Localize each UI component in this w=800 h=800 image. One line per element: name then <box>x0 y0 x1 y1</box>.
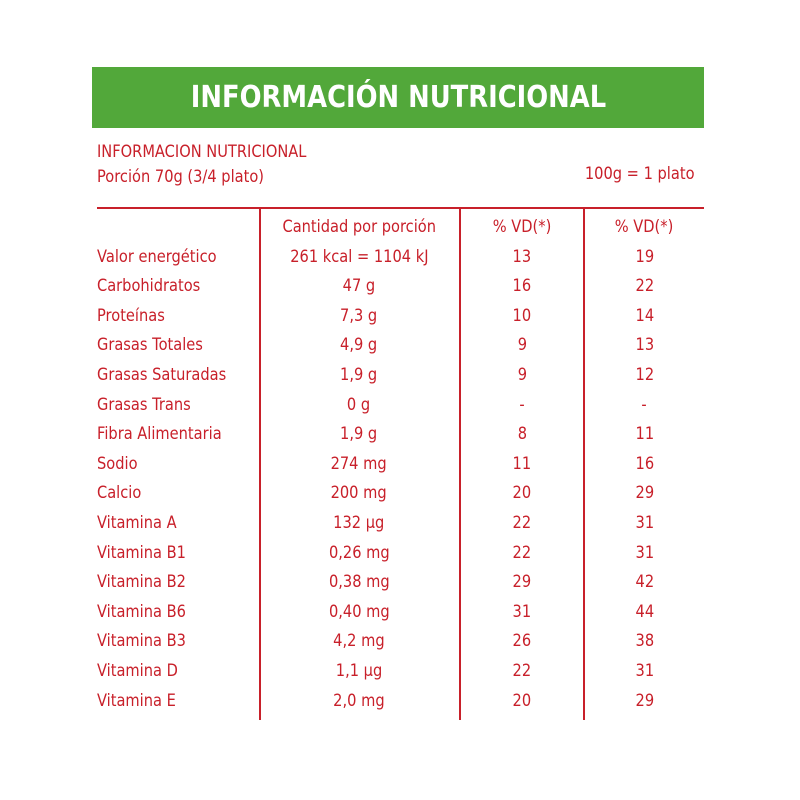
table-row: Fibra Alimentaria 1,9 g 8 11 <box>97 420 704 450</box>
column-header-qty: Cantidad por porción <box>282 217 436 237</box>
nutrient-quantity: 1,9 g <box>340 424 378 445</box>
nutrient-name: Fibra Alimentaria <box>97 424 222 445</box>
nutrient-vd-portion: 13 <box>512 246 532 267</box>
nutrient-quantity: 0,40 mg <box>328 601 390 622</box>
nutrient-quantity: 200 mg <box>330 483 388 504</box>
banner-title: INFORMACIÓN NUTRICIONAL <box>190 80 606 115</box>
nutrient-name: Calcio <box>97 483 142 504</box>
nutrient-vd-portion: 9 <box>517 335 527 356</box>
nutrient-name: Vitamina B3 <box>97 631 186 652</box>
table-row: Valor energético 261 kcal = 1104 kJ 13 19 <box>97 243 704 273</box>
nutrient-vd-portion: 22 <box>512 542 532 563</box>
nutrient-vd-portion: 11 <box>512 453 532 474</box>
nutrient-vd-portion: 29 <box>512 572 532 593</box>
nutrient-name: Vitamina B6 <box>97 601 186 622</box>
nutrient-vd-100g: 29 <box>635 690 654 711</box>
table-row: Vitamina B3 4,2 mg 26 38 <box>97 627 704 657</box>
table-header-row: Cantidad por porción % VD(*) % VD(*) <box>97 213 704 243</box>
nutrient-vd-portion: 26 <box>512 631 532 652</box>
table-row: Proteínas 7,3 g 10 14 <box>97 302 704 332</box>
nutrient-vd-100g: 42 <box>635 572 654 593</box>
nutrient-vd-portion: - <box>519 394 525 415</box>
nutrient-quantity: 0,38 mg <box>328 572 390 593</box>
nutrient-name: Valor energético <box>97 246 217 267</box>
nutrient-vd-portion: 31 <box>512 601 532 622</box>
title-banner: INFORMACIÓN NUTRICIONAL <box>92 67 704 128</box>
nutrient-quantity: 1,1 µg <box>335 660 383 681</box>
table-row: Vitamina E 2,0 mg 20 29 <box>97 687 704 717</box>
nutrient-vd-100g: 16 <box>635 453 654 474</box>
nutrient-name: Vitamina B2 <box>97 572 186 593</box>
nutrient-name: Grasas Totales <box>97 335 203 356</box>
nutrient-quantity: 4,2 mg <box>333 631 385 652</box>
nutrient-vd-100g: 11 <box>635 424 654 445</box>
nutrition-table: Cantidad por porción % VD(*) % VD(*) Val… <box>97 213 704 716</box>
table-row: Vitamina B1 0,26 mg 22 31 <box>97 539 704 569</box>
column-divider-1 <box>259 209 261 720</box>
nutrient-quantity: 132 µg <box>333 512 385 533</box>
column-header-vd1: % VD(*) <box>492 217 552 237</box>
header-serving: Porción 70g (3/4 plato) <box>97 167 264 187</box>
nutrient-name: Vitamina A <box>97 512 177 533</box>
column-divider-2 <box>459 209 461 720</box>
nutrient-vd-100g: 19 <box>635 246 654 267</box>
nutrient-name: Grasas Trans <box>97 394 191 415</box>
nutrient-quantity: 47 g <box>342 276 376 297</box>
nutrient-vd-100g: 12 <box>635 364 654 385</box>
nutrient-vd-portion: 9 <box>517 364 527 385</box>
nutrient-vd-100g: 31 <box>635 542 654 563</box>
nutrient-vd-portion: 8 <box>517 424 527 445</box>
table-row: Vitamina B6 0,40 mg 31 44 <box>97 598 704 628</box>
nutrient-vd-portion: 20 <box>512 690 532 711</box>
nutrient-vd-portion: 22 <box>512 660 532 681</box>
header-reference: 100g = 1 plato <box>585 164 695 184</box>
column-divider-3 <box>583 209 585 720</box>
nutrient-quantity: 2,0 mg <box>333 690 385 711</box>
nutrient-vd-100g: 29 <box>635 483 654 504</box>
nutrient-name: Vitamina B1 <box>97 542 186 563</box>
nutrient-quantity: 4,9 g <box>340 335 378 356</box>
nutrient-vd-portion: 16 <box>512 276 532 297</box>
nutrient-name: Vitamina E <box>97 690 176 711</box>
nutrient-quantity: 261 kcal = 1104 kJ <box>289 246 429 267</box>
nutrient-name: Grasas Saturadas <box>97 364 227 385</box>
nutrient-name: Sodio <box>97 453 138 474</box>
table-row: Calcio 200 mg 20 29 <box>97 479 704 509</box>
nutrient-quantity: 1,9 g <box>340 364 378 385</box>
nutrient-name: Vitamina D <box>97 660 178 681</box>
header-title: INFORMACION NUTRICIONAL <box>97 142 307 162</box>
table-row: Vitamina D 1,1 µg 22 31 <box>97 657 704 687</box>
nutrient-vd-100g: 22 <box>635 276 654 297</box>
nutrient-vd-100g: 31 <box>635 660 654 681</box>
nutrient-vd-100g: 38 <box>635 631 654 652</box>
nutrient-vd-100g: - <box>641 394 648 415</box>
nutrient-vd-portion: 22 <box>512 512 532 533</box>
table-row: Vitamina B2 0,38 mg 29 42 <box>97 568 704 598</box>
nutrient-name: Carbohidratos <box>97 276 201 297</box>
nutrient-quantity: 0 g <box>347 394 371 415</box>
table-row: Vitamina A 132 µg 22 31 <box>97 509 704 539</box>
column-header-vd2: % VD(*) <box>615 217 674 237</box>
nutrient-vd-portion: 10 <box>512 305 532 326</box>
nutrient-name: Proteínas <box>97 305 165 326</box>
table-row: Grasas Trans 0 g - - <box>97 391 704 421</box>
table-row: Sodio 274 mg 11 16 <box>97 450 704 480</box>
nutrient-vd-100g: 31 <box>635 512 654 533</box>
header-rule <box>97 207 704 209</box>
nutrient-quantity: 274 mg <box>330 453 388 474</box>
table-row: Grasas Saturadas 1,9 g 9 12 <box>97 361 704 391</box>
nutrient-vd-portion: 20 <box>512 483 532 504</box>
table-row: Grasas Totales 4,9 g 9 13 <box>97 331 704 361</box>
nutrient-vd-100g: 44 <box>635 601 654 622</box>
nutrient-vd-100g: 14 <box>635 305 654 326</box>
nutrient-quantity: 0,26 mg <box>328 542 390 563</box>
nutrient-vd-100g: 13 <box>635 335 654 356</box>
nutrient-quantity: 7,3 g <box>340 305 378 326</box>
table-row: Carbohidratos 47 g 16 22 <box>97 272 704 302</box>
